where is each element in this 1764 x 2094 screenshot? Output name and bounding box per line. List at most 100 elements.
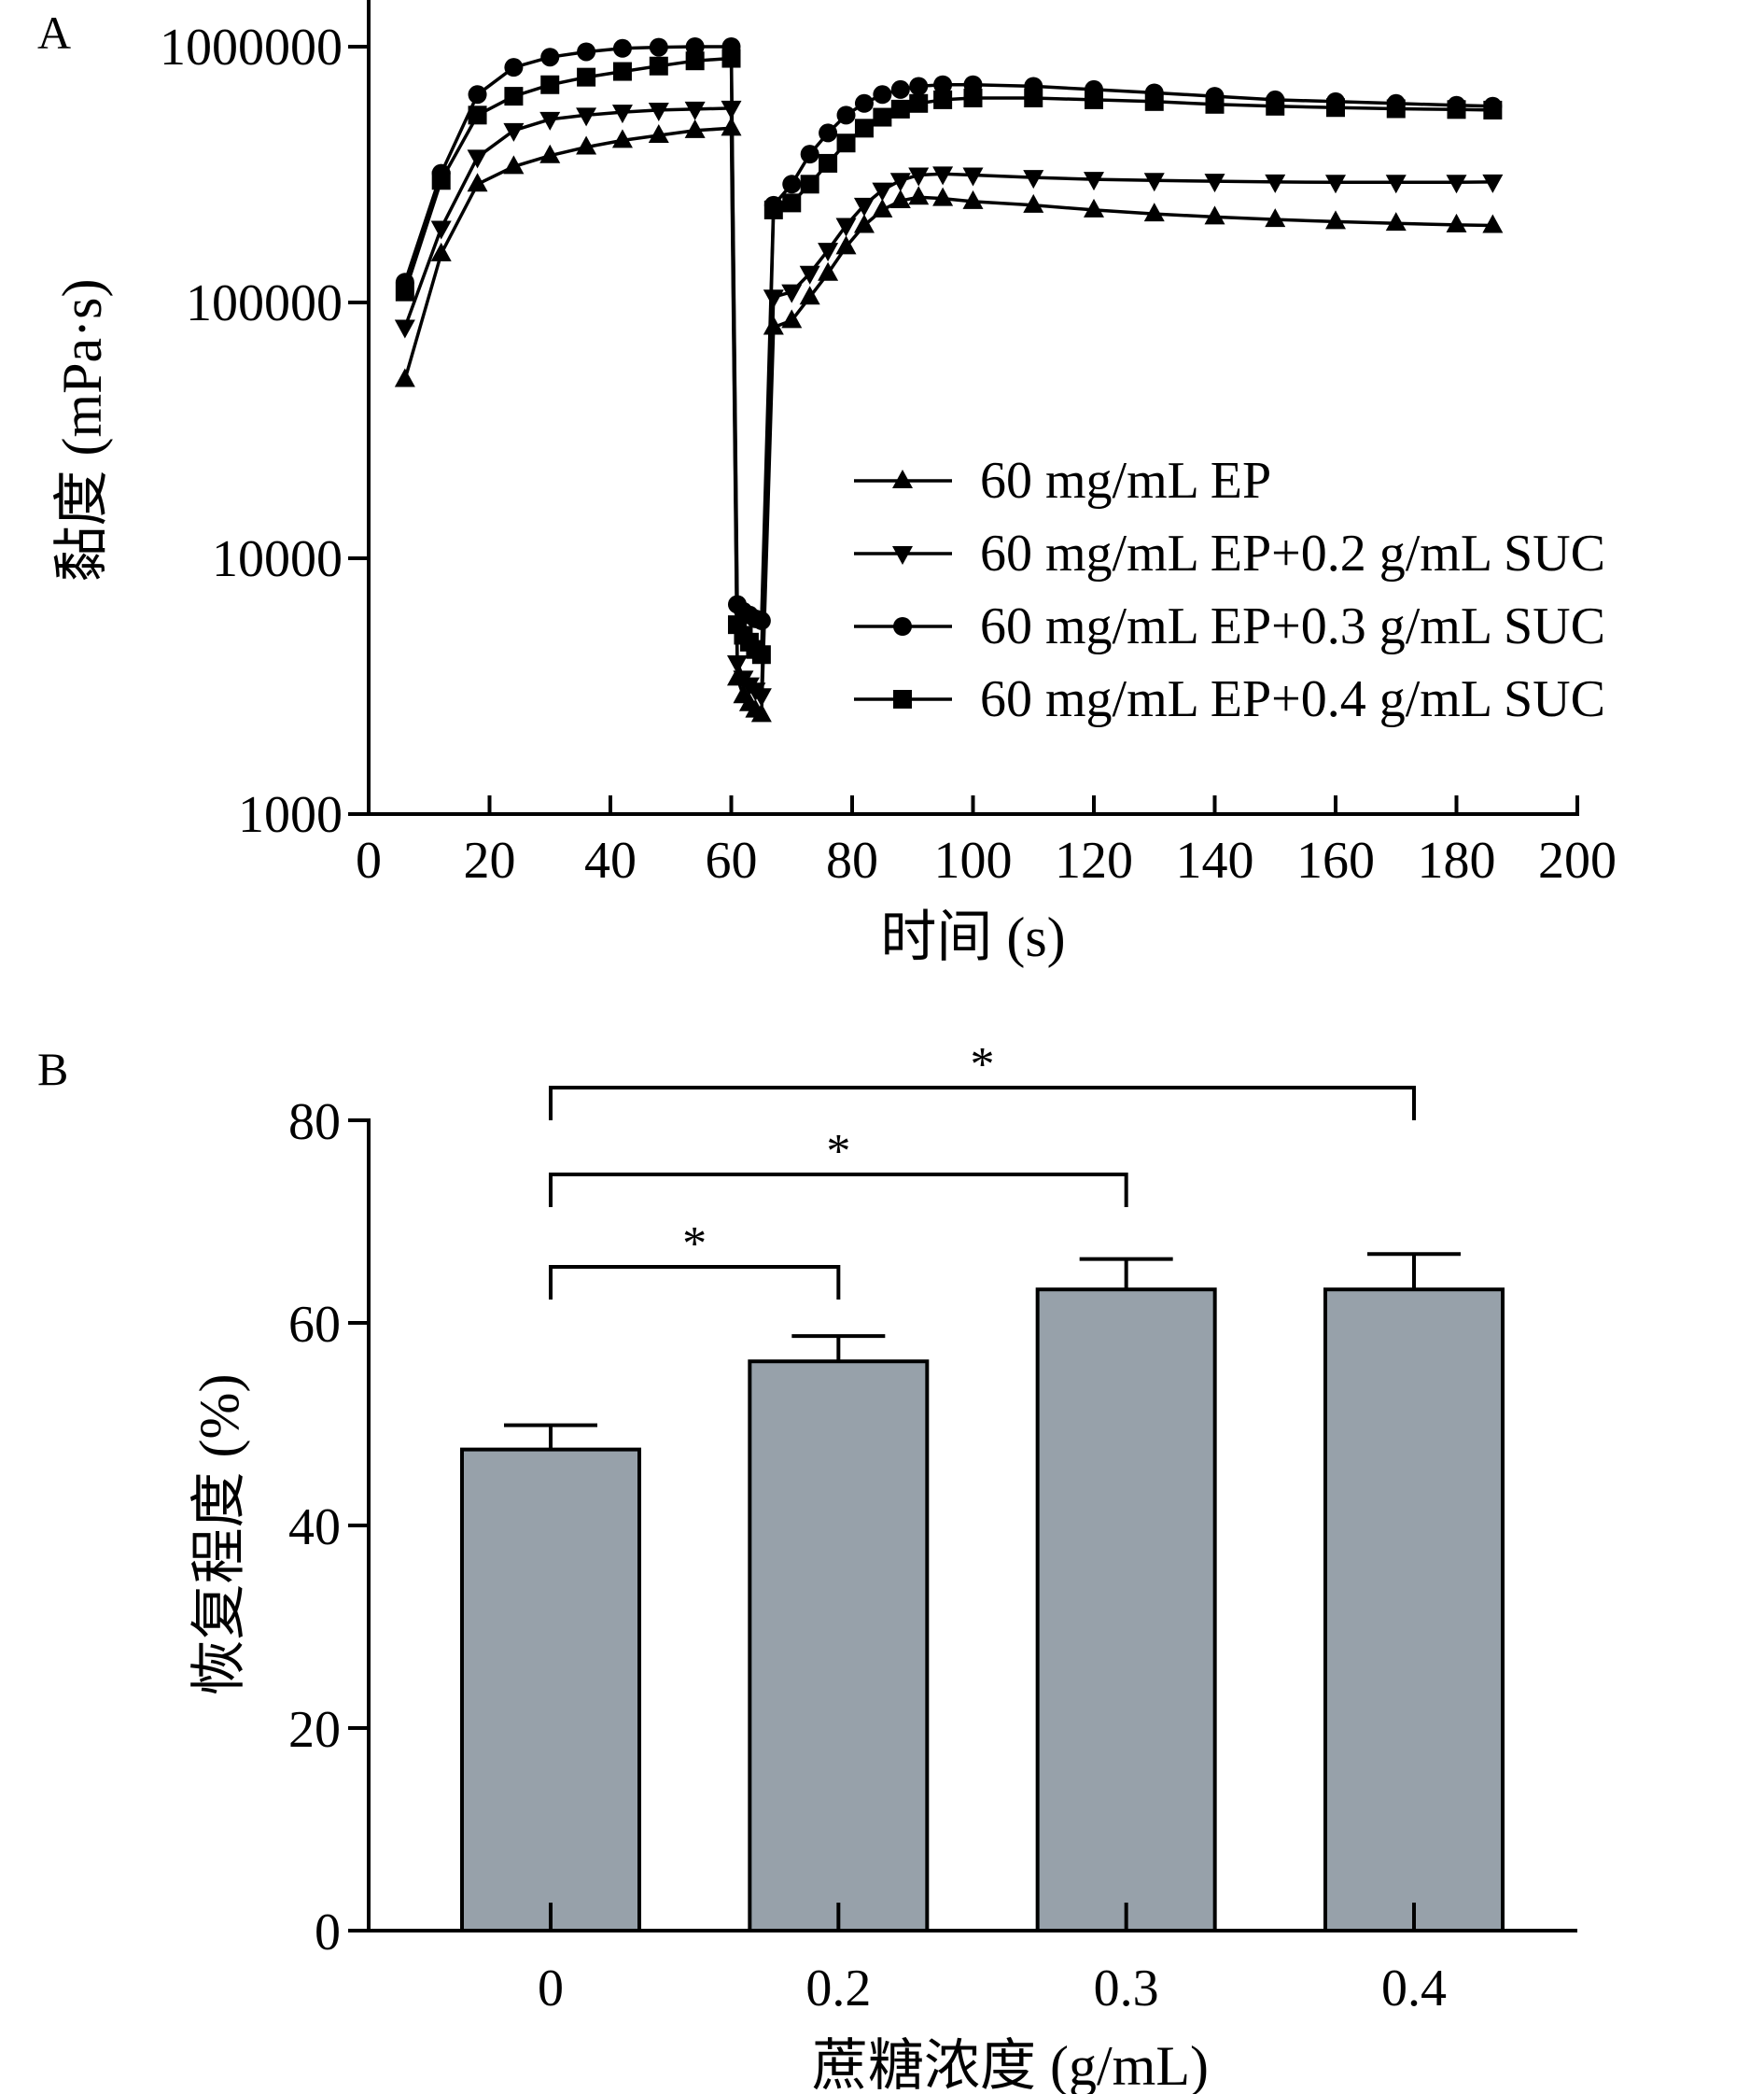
legend-entry: 60 mg/mL EP xyxy=(854,452,1271,510)
data-point xyxy=(963,88,983,107)
data-point xyxy=(577,67,596,87)
data-point xyxy=(750,688,772,708)
data-point xyxy=(648,124,669,144)
data-point xyxy=(1205,94,1225,114)
data-point xyxy=(800,145,819,164)
significance-bracket: * xyxy=(549,1038,1416,1120)
data-point xyxy=(800,175,819,194)
legend-entry: 60 mg/mL EP+0.3 g/mL SUC xyxy=(854,597,1605,655)
significance-star: * xyxy=(826,1125,850,1178)
data-point xyxy=(430,220,452,240)
data-point xyxy=(872,182,893,202)
data-point xyxy=(684,101,706,120)
data-point xyxy=(908,186,930,205)
legend-marker xyxy=(892,546,913,565)
data-point xyxy=(1204,174,1225,193)
data-point xyxy=(1386,99,1406,119)
data-point xyxy=(782,193,802,213)
data-point xyxy=(503,155,525,175)
data-point xyxy=(576,107,597,127)
data-point xyxy=(872,198,893,218)
data-point xyxy=(750,703,772,723)
data-point xyxy=(395,282,414,302)
recovery-bar-chart: 0 20 40 60 80 0 0.2 0.3 0.4 蔗糖浓度 (g/mL) 恢复程度 (%) * *… xyxy=(189,1038,1577,2094)
data-point xyxy=(576,135,597,155)
bar xyxy=(1323,1287,1505,1932)
x-axis-title: 时间 (s) xyxy=(880,906,1065,968)
data-point xyxy=(799,286,820,305)
y-tick-label: 1000000 xyxy=(160,19,343,77)
data-point xyxy=(504,58,524,77)
x-tick-label: 80 xyxy=(826,832,878,890)
data-point xyxy=(763,200,783,219)
data-point xyxy=(1143,203,1165,222)
data-point xyxy=(1084,172,1104,191)
data-point xyxy=(835,235,857,255)
data-point xyxy=(430,242,452,261)
data-point xyxy=(890,79,910,99)
data-point xyxy=(1446,213,1467,232)
data-point xyxy=(648,102,669,121)
data-point xyxy=(1325,175,1346,194)
data-point xyxy=(394,319,415,339)
legend-label: 60 mg/mL EP+0.4 g/mL SUC xyxy=(980,670,1605,728)
data-point xyxy=(932,166,954,186)
panel-b-label: B xyxy=(37,1043,68,1095)
x-tick-label: 60 xyxy=(706,832,758,890)
data-point xyxy=(468,85,487,105)
data-point xyxy=(539,111,561,131)
series-4 xyxy=(395,49,1503,665)
data-point xyxy=(1385,175,1407,194)
x-axis-title: 蔗糖浓度 (g/mL) xyxy=(812,2035,1209,2094)
data-point xyxy=(962,190,984,209)
bar xyxy=(748,1359,930,1932)
data-point xyxy=(1482,214,1504,233)
data-point xyxy=(503,122,525,142)
data-point xyxy=(818,261,839,281)
data-point xyxy=(819,153,838,173)
data-point xyxy=(853,214,875,233)
x-tick-label: 0 xyxy=(538,1960,564,2017)
data-point xyxy=(1143,173,1165,192)
data-point xyxy=(908,167,930,187)
data-point xyxy=(611,129,633,148)
x-tick-label: 0 xyxy=(356,832,382,890)
x-tick-label: 0.2 xyxy=(805,1960,871,2017)
legend-entry: 60 mg/mL EP+0.4 g/mL SUC xyxy=(854,670,1605,728)
legend-label: 60 mg/mL EP xyxy=(980,452,1271,510)
data-point xyxy=(1204,205,1225,225)
data-point xyxy=(649,37,668,57)
data-point xyxy=(854,93,874,113)
x-tick-label: 120 xyxy=(1055,832,1133,890)
data-point xyxy=(612,38,632,58)
data-point xyxy=(853,197,875,217)
data-point xyxy=(799,265,820,285)
data-point xyxy=(890,99,910,119)
data-point xyxy=(889,173,911,192)
data-point xyxy=(504,87,524,106)
y-tick-label: 0 xyxy=(315,1904,341,1961)
data-point xyxy=(889,189,911,208)
data-point xyxy=(909,93,929,113)
data-point xyxy=(909,77,929,96)
legend-marker xyxy=(892,470,913,488)
y-tick-label: 100000 xyxy=(186,274,343,332)
y-axis-title: 黏度 (mPa·s) xyxy=(51,279,113,583)
data-point xyxy=(1482,174,1504,193)
y-tick-label: 60 xyxy=(288,1296,341,1354)
data-point xyxy=(1325,210,1346,230)
data-point xyxy=(782,175,802,194)
bracket-line xyxy=(549,1173,1128,1207)
data-point xyxy=(962,167,984,187)
data-point xyxy=(819,123,838,143)
bracket-line xyxy=(549,1265,841,1300)
data-point xyxy=(836,134,856,153)
data-point xyxy=(835,218,857,237)
series-2 xyxy=(394,100,1504,708)
data-point xyxy=(577,42,596,62)
data-point xyxy=(781,284,803,303)
data-point xyxy=(1084,198,1104,218)
bracket-line xyxy=(549,1086,1416,1120)
data-point xyxy=(854,119,874,138)
